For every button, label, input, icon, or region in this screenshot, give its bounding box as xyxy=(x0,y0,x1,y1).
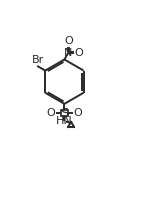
Text: N: N xyxy=(64,48,73,58)
Text: O: O xyxy=(74,108,83,118)
Text: HN: HN xyxy=(56,116,73,126)
Text: S: S xyxy=(60,107,69,120)
Text: O: O xyxy=(64,36,73,46)
Text: O: O xyxy=(46,108,55,118)
Bar xyxy=(61,110,68,116)
Text: O: O xyxy=(75,48,83,58)
Text: Br: Br xyxy=(32,55,44,65)
